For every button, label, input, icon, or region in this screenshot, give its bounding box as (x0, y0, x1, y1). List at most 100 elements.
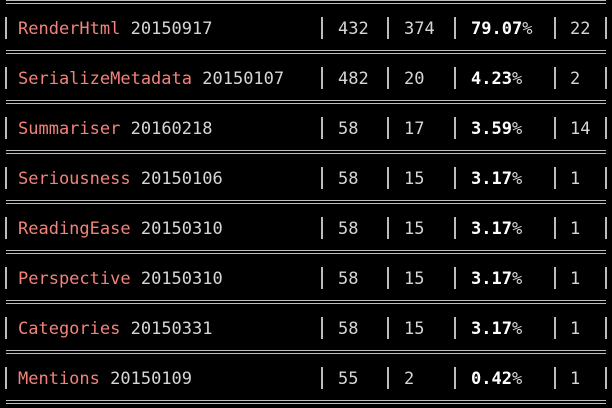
count-c-cell: 1 (570, 169, 581, 189)
plugin-name: Summariser (18, 119, 121, 139)
plugin-cell: Summariser 20160218 (18, 119, 213, 139)
percent-sign: % (522, 19, 533, 39)
row-separator (6, 100, 606, 104)
count-b-cell: 17 (404, 119, 425, 139)
plugin-version: 20150310 (140, 219, 223, 239)
column-border (554, 217, 556, 239)
column-border (605, 17, 607, 39)
count-a-cell: 58 (338, 319, 359, 339)
column-border (5, 17, 7, 39)
row-separator (6, 250, 606, 254)
table-row: Summariser 20160218 58 17 3.59% 14 (0, 105, 612, 147)
column-border (605, 67, 607, 89)
percent-cell: 79.07% (471, 19, 532, 39)
count-b-cell: 15 (404, 269, 425, 289)
column-border (554, 317, 556, 339)
column-border (5, 267, 7, 289)
column-border (5, 67, 7, 89)
plugin-name: ReadingEase (18, 219, 131, 239)
percent-sign: % (511, 269, 523, 289)
row-separator (6, 50, 606, 54)
count-c-cell: 1 (570, 269, 581, 289)
percent-value: 4.23 (471, 69, 512, 89)
column-border (321, 67, 323, 89)
table-row: RenderHtml 20150917 432 374 79.07% 22 (0, 5, 612, 47)
column-border (5, 167, 7, 189)
percent-cell: 3.17% (471, 319, 522, 339)
count-a-cell: 58 (338, 219, 359, 239)
column-border (554, 17, 556, 39)
column-border (321, 167, 323, 189)
column-border (554, 67, 556, 89)
percent-cell: 4.23% (471, 69, 522, 89)
count-a-cell: 58 (338, 269, 359, 289)
table-row: ReadingEase 20150310 58 15 3.17% 1 (0, 205, 612, 247)
column-border (5, 367, 7, 389)
column-border (605, 367, 607, 389)
percent-value: 3.17 (471, 219, 512, 239)
count-a-cell: 58 (338, 119, 359, 139)
percent-value: 0.42 (471, 369, 512, 389)
count-b-cell: 20 (404, 69, 425, 89)
column-border (321, 117, 323, 139)
table-row: Mentions 20150109 55 2 0.42% 1 (0, 355, 612, 397)
count-b-cell: 15 (404, 169, 425, 189)
column-border (387, 317, 389, 339)
table-row: Seriousness 20150106 58 15 3.17% 1 (0, 155, 612, 197)
column-border (454, 17, 456, 39)
percent-cell: 3.59% (471, 119, 522, 139)
column-border (454, 367, 456, 389)
column-border (387, 167, 389, 189)
count-a-cell: 432 (338, 19, 369, 39)
plugin-cell: SerializeMetadata 20150107 (18, 69, 284, 89)
percent-cell: 3.17% (471, 269, 522, 289)
column-border (5, 217, 7, 239)
column-border (605, 267, 607, 289)
percent-value: 79.07 (471, 19, 523, 39)
column-border (454, 267, 456, 289)
count-a-cell: 58 (338, 169, 359, 189)
column-border (387, 17, 389, 39)
plugin-version: 20150331 (130, 319, 213, 339)
column-border (387, 67, 389, 89)
plugin-cell: ReadingEase 20150310 (18, 219, 223, 239)
plugin-name: Mentions (18, 369, 100, 389)
count-b-cell: 374 (404, 19, 435, 39)
percent-value: 3.59 (471, 119, 512, 139)
column-border (454, 67, 456, 89)
column-border (387, 217, 389, 239)
count-b-cell: 15 (404, 219, 425, 239)
percent-sign: % (511, 219, 523, 239)
plugin-version: 20150109 (110, 369, 193, 389)
plugin-name: Categories (18, 319, 121, 339)
plugin-name: RenderHtml (18, 19, 121, 39)
plugin-version: 20150917 (130, 19, 213, 39)
row-separator (6, 150, 606, 154)
column-border (554, 167, 556, 189)
count-b-cell: 2 (404, 369, 415, 389)
table-row: Categories 20150331 58 15 3.17% 1 (0, 305, 612, 347)
column-border (454, 317, 456, 339)
column-border (554, 267, 556, 289)
row-separator (6, 200, 606, 204)
count-c-cell: 2 (570, 69, 581, 89)
column-border (387, 267, 389, 289)
percent-cell: 3.17% (471, 219, 522, 239)
column-border (387, 117, 389, 139)
count-a-cell: 482 (338, 69, 369, 89)
column-border (605, 217, 607, 239)
column-border (454, 167, 456, 189)
plugin-name: Seriousness (18, 169, 131, 189)
percent-cell: 0.42% (471, 369, 522, 389)
plugin-cell: Categories 20150331 (18, 319, 213, 339)
plugin-version: 20150310 (140, 269, 223, 289)
plugin-version: 20150107 (202, 69, 285, 89)
count-c-cell: 1 (570, 369, 581, 389)
plugin-name: SerializeMetadata (18, 69, 192, 89)
count-a-cell: 55 (338, 369, 359, 389)
percent-sign: % (511, 69, 523, 89)
column-border (554, 367, 556, 389)
plugin-name: Perspective (18, 269, 131, 289)
column-border (321, 317, 323, 339)
